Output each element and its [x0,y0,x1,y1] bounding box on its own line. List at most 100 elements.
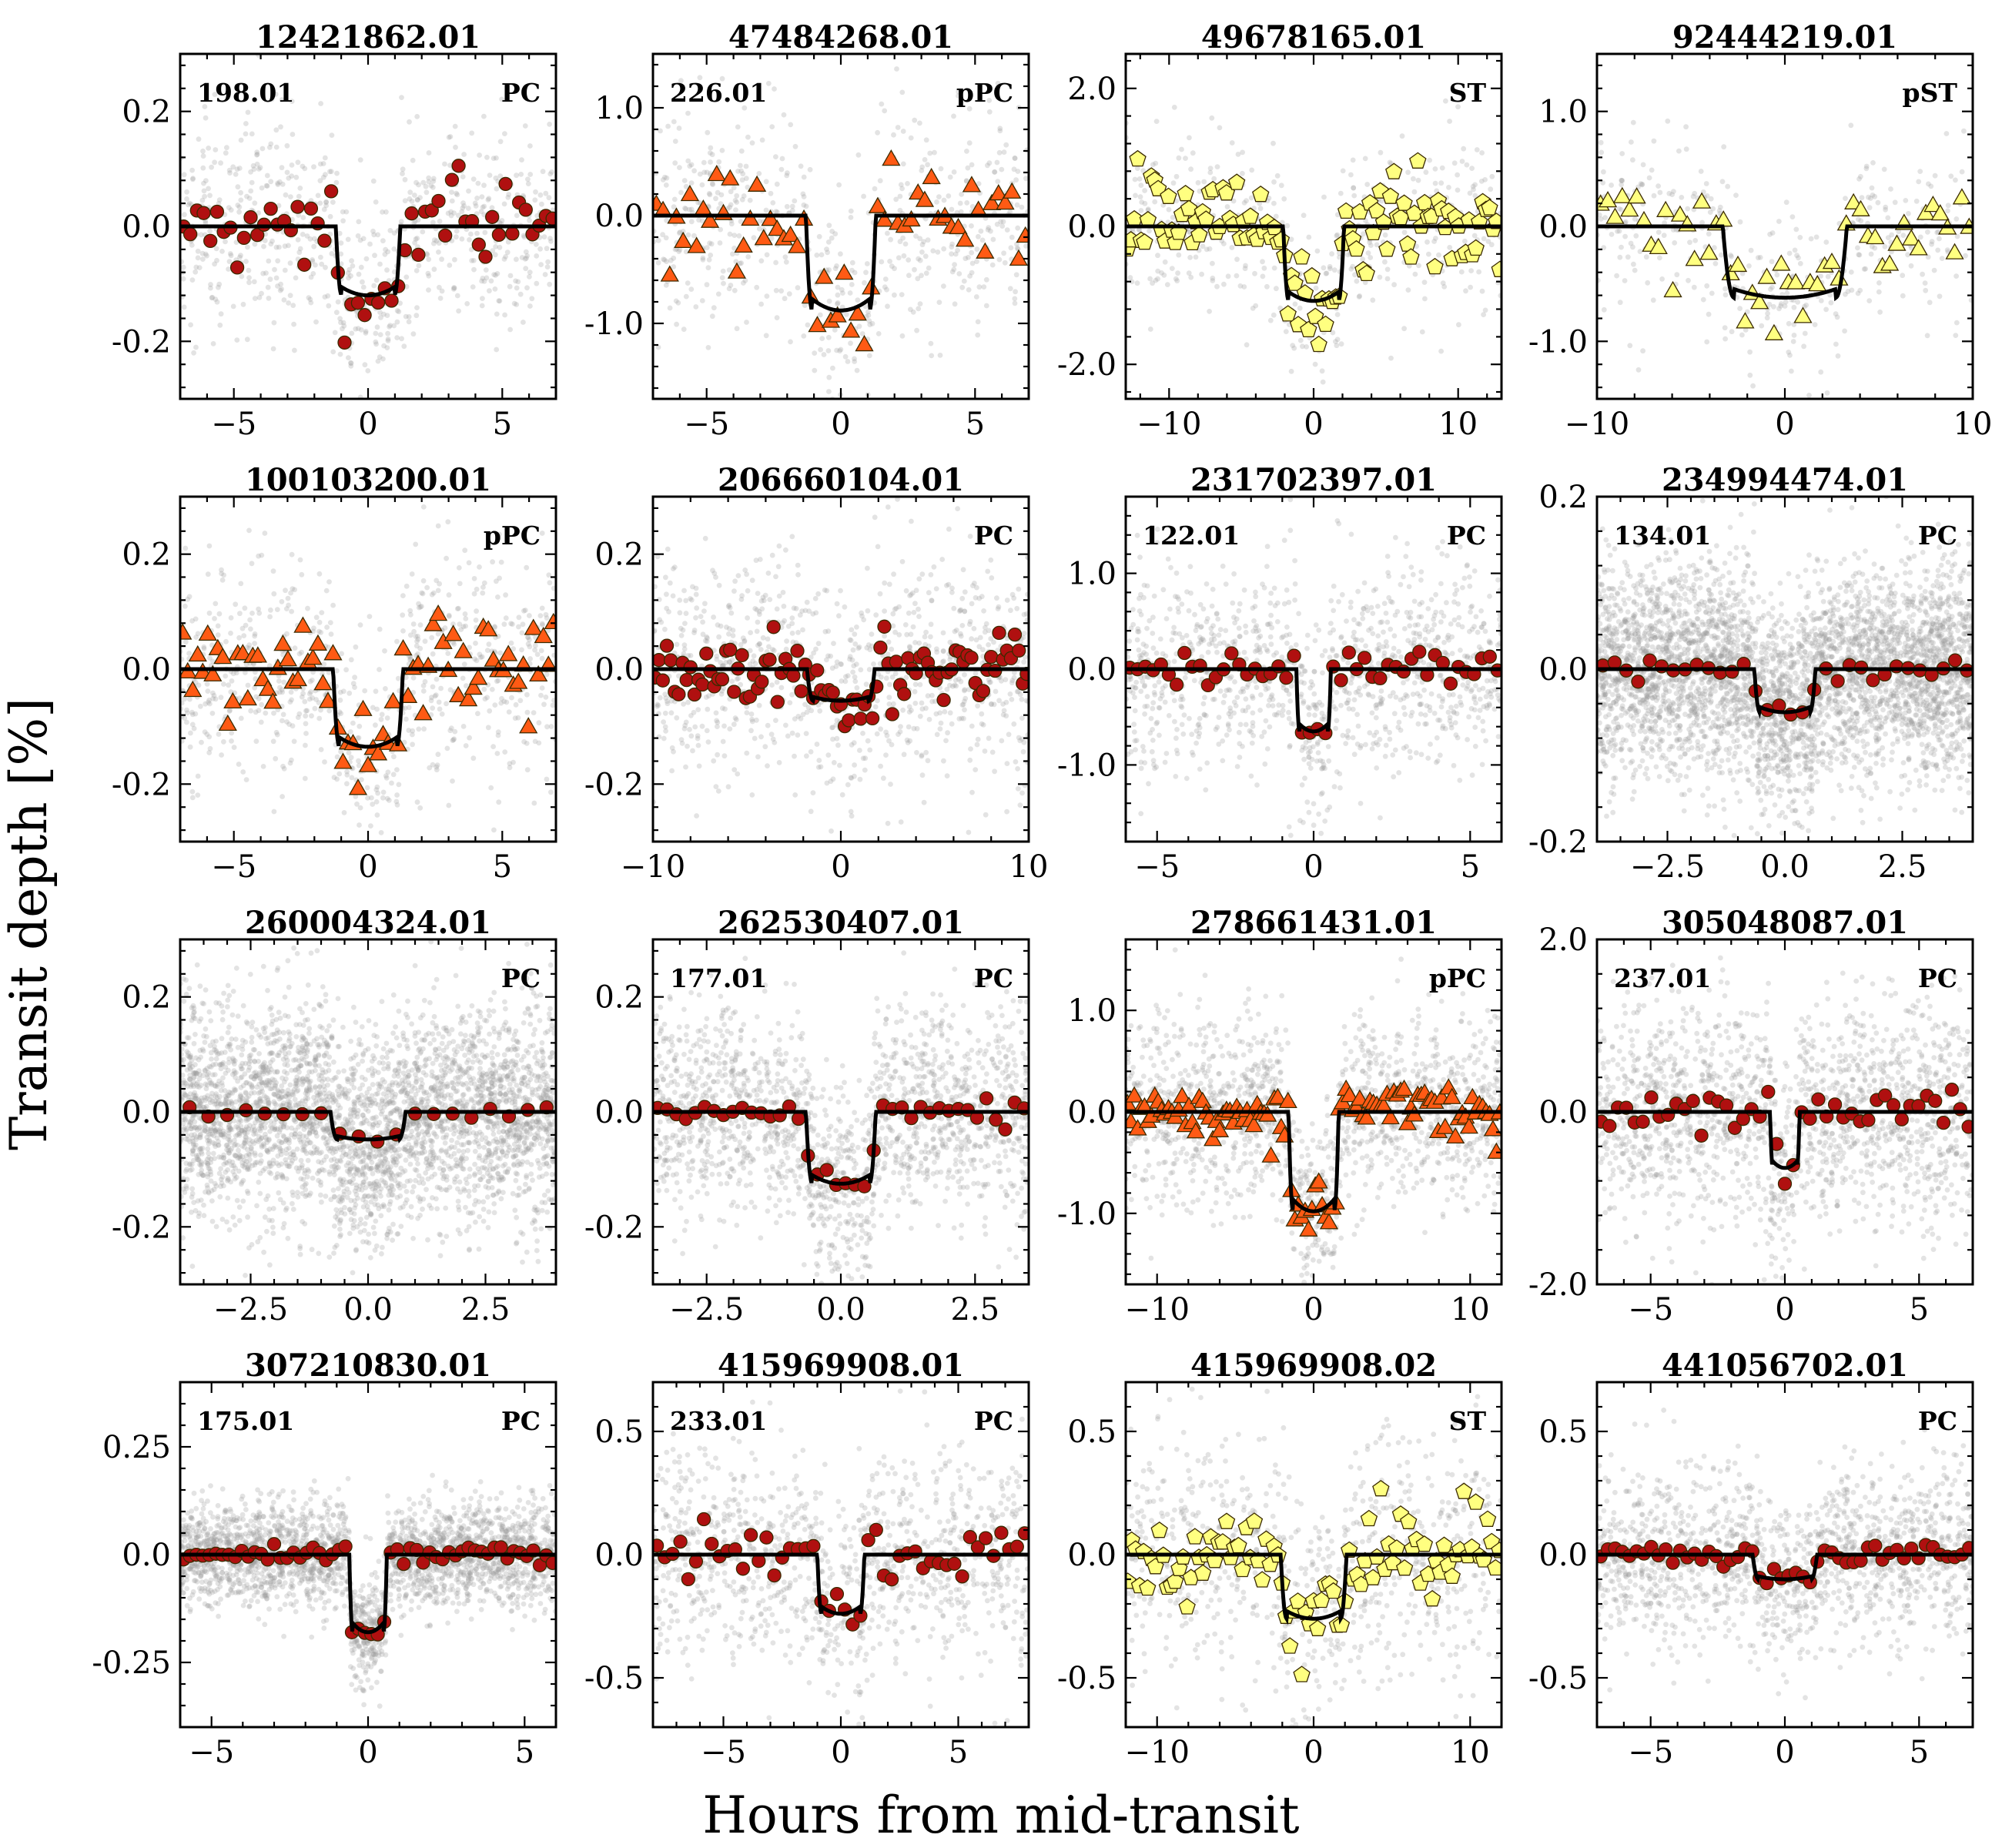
binned-point [835,263,854,280]
raw-point [757,226,762,232]
raw-point [989,262,996,268]
raw-point [180,264,186,270]
raw-point [470,755,477,762]
raw-point [280,652,286,658]
raw-point [249,179,255,186]
raw-point [738,219,744,224]
binned-point [545,211,556,226]
raw-point [429,591,435,598]
raw-point [290,132,296,137]
raw-point [1173,276,1179,282]
binned-point [1378,240,1396,257]
raw-point [671,748,676,755]
raw-point [336,709,343,715]
raw-point [300,215,306,220]
raw-point [676,249,682,254]
raw-point [1222,693,1227,698]
raw-point [204,732,210,737]
raw-point [1427,157,1432,163]
raw-point [700,619,705,625]
raw-point [784,172,790,179]
raw-point [329,251,335,256]
raw-point [452,728,458,735]
raw-point [702,535,708,541]
binned-point [263,692,283,709]
raw-point [387,324,392,330]
raw-point [281,679,287,685]
binned-point [915,190,935,207]
raw-point [1619,177,1625,183]
raw-point [1428,597,1435,603]
raw-point [677,230,682,236]
raw-point [519,255,525,260]
raw-point [1465,737,1470,742]
raw-point [519,647,524,653]
raw-point [912,117,918,123]
raw-point [249,561,255,567]
raw-point [947,657,953,662]
raw-point [411,628,417,634]
raw-point [845,359,851,364]
raw-point [784,203,790,209]
raw-point [916,256,921,262]
raw-point [295,237,301,243]
raw-point [865,608,871,614]
raw-point [491,272,497,277]
binned-point [196,206,211,220]
raw-point [394,335,400,340]
transit-model-line [180,224,556,298]
raw-point [1236,729,1242,735]
raw-point [466,560,472,566]
binned-point [984,649,999,665]
raw-point [769,682,775,688]
raw-point [849,627,855,633]
binned-point [1358,264,1375,282]
raw-point [1870,160,1876,166]
raw-point [1127,638,1133,644]
x-tick-label: −10 [621,849,685,885]
raw-point [1619,178,1625,184]
raw-point [426,150,432,156]
raw-point [498,559,504,565]
raw-point [658,128,663,134]
raw-point [1882,244,1888,249]
raw-point [1932,172,1938,179]
raw-point [914,725,920,732]
raw-point [834,601,840,607]
raw-point [1011,721,1017,727]
raw-point [1378,698,1384,705]
raw-point [929,692,935,698]
raw-point [756,702,762,708]
raw-point [1138,765,1144,772]
raw-point [316,571,323,577]
raw-point [1175,270,1180,276]
raw-point [308,689,313,695]
raw-point [1877,309,1883,315]
raw-point [860,731,865,736]
raw-point [755,642,761,648]
raw-point [1171,105,1177,110]
raw-point [835,292,841,298]
raw-point [674,321,679,327]
raw-point [1368,243,1374,248]
raw-point [481,203,487,209]
raw-point [456,565,462,571]
raw-point [338,711,344,716]
raw-point [439,288,445,294]
raw-point [738,597,745,602]
raw-point [346,275,351,281]
raw-point [1419,329,1425,335]
raw-point [256,708,262,714]
raw-point [406,319,412,325]
raw-point [1000,219,1006,225]
raw-point [410,331,417,337]
raw-point [478,209,484,215]
raw-point [919,164,926,170]
raw-point [1786,350,1792,355]
raw-point [429,695,434,701]
binned-point [1902,229,1921,246]
raw-point [402,198,408,204]
raw-point [303,731,309,736]
raw-point [291,738,297,745]
raw-point [547,281,553,287]
